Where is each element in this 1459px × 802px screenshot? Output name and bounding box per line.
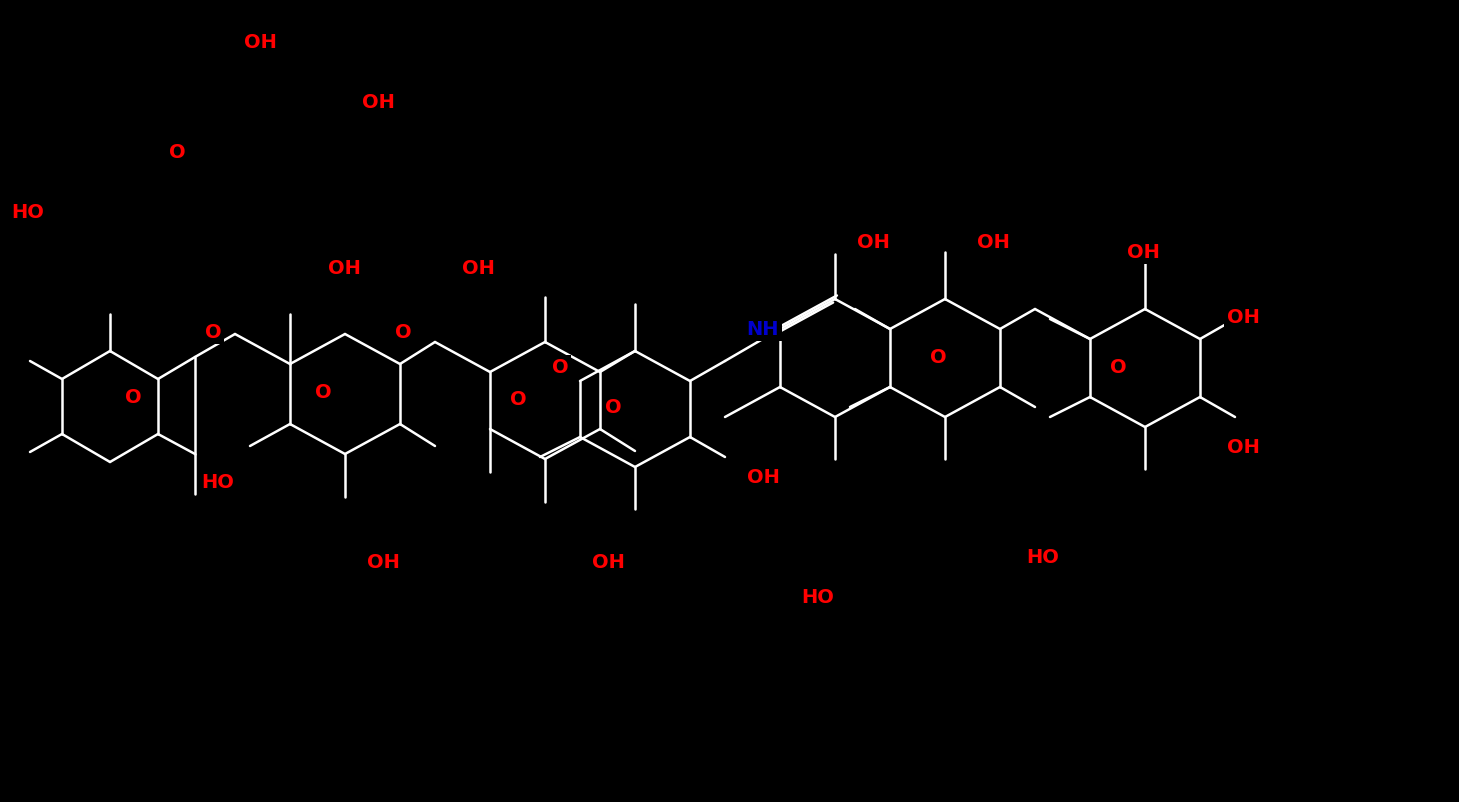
Text: OH: OH [747, 468, 779, 487]
Text: HO: HO [1027, 548, 1059, 567]
Text: NH: NH [747, 320, 779, 339]
Text: OH: OH [1227, 438, 1259, 457]
Text: OH: OH [1227, 308, 1259, 327]
Text: O: O [395, 323, 411, 342]
Text: O: O [315, 383, 331, 402]
Text: O: O [509, 390, 527, 409]
Text: O: O [315, 383, 331, 402]
Text: OH: OH [856, 233, 890, 252]
Text: O: O [604, 398, 622, 417]
Text: OH: OH [328, 258, 360, 277]
Text: O: O [929, 348, 947, 367]
Text: OH: OH [1126, 243, 1160, 262]
Text: OH: OH [976, 233, 1010, 252]
Text: O: O [169, 144, 185, 162]
Text: HO: HO [12, 202, 44, 221]
Text: O: O [552, 358, 569, 377]
Text: O: O [929, 348, 947, 367]
Text: OH: OH [461, 258, 495, 277]
Text: O: O [509, 390, 527, 409]
Text: OH: OH [366, 553, 400, 572]
Text: OH: OH [362, 93, 394, 112]
Text: OH: OH [591, 553, 624, 572]
Text: OH: OH [244, 32, 276, 51]
Text: HO: HO [201, 473, 235, 492]
Text: O: O [1110, 358, 1126, 377]
Text: HO: HO [801, 588, 835, 607]
Text: O: O [1110, 358, 1126, 377]
Text: O: O [124, 388, 142, 407]
Text: O: O [204, 323, 222, 342]
Text: O: O [124, 388, 142, 407]
Text: O: O [604, 398, 622, 417]
